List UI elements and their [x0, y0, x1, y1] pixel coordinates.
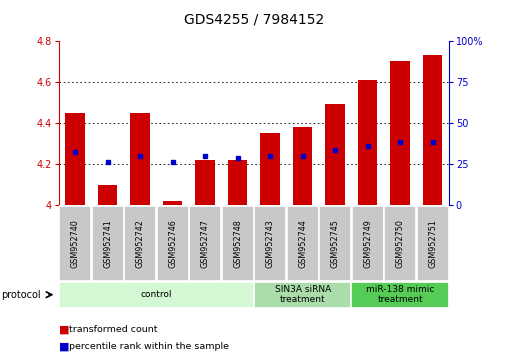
- Text: GSM952751: GSM952751: [428, 219, 437, 268]
- Bar: [358, 80, 378, 205]
- Bar: [293, 127, 312, 205]
- FancyBboxPatch shape: [287, 206, 319, 281]
- Bar: [163, 201, 183, 205]
- Text: percentile rank within the sample: percentile rank within the sample: [69, 342, 229, 352]
- Text: GSM952742: GSM952742: [136, 219, 145, 268]
- Bar: [325, 104, 345, 205]
- Text: GSM952749: GSM952749: [363, 219, 372, 268]
- FancyBboxPatch shape: [384, 206, 416, 281]
- Text: GSM952744: GSM952744: [298, 219, 307, 268]
- Bar: [195, 160, 215, 205]
- Text: GDS4255 / 7984152: GDS4255 / 7984152: [184, 12, 324, 27]
- Text: control: control: [141, 290, 172, 299]
- FancyBboxPatch shape: [59, 206, 91, 281]
- FancyBboxPatch shape: [59, 282, 254, 308]
- Text: transformed count: transformed count: [69, 325, 158, 334]
- Bar: [390, 61, 410, 205]
- FancyBboxPatch shape: [124, 206, 156, 281]
- Bar: [66, 113, 85, 205]
- Text: GSM952747: GSM952747: [201, 219, 210, 268]
- Text: GSM952743: GSM952743: [266, 219, 274, 268]
- Text: protocol: protocol: [1, 290, 41, 300]
- Text: ■: ■: [59, 324, 69, 334]
- Text: GSM952741: GSM952741: [103, 219, 112, 268]
- Bar: [228, 160, 247, 205]
- FancyBboxPatch shape: [351, 206, 384, 281]
- Text: miR-138 mimic
treatment: miR-138 mimic treatment: [366, 285, 435, 304]
- Text: SIN3A siRNA
treatment: SIN3A siRNA treatment: [274, 285, 331, 304]
- Text: GSM952740: GSM952740: [71, 219, 80, 268]
- Text: GSM952746: GSM952746: [168, 219, 177, 268]
- FancyBboxPatch shape: [417, 206, 449, 281]
- FancyBboxPatch shape: [189, 206, 221, 281]
- Bar: [423, 55, 442, 205]
- FancyBboxPatch shape: [319, 206, 351, 281]
- FancyBboxPatch shape: [351, 282, 449, 308]
- FancyBboxPatch shape: [222, 206, 254, 281]
- FancyBboxPatch shape: [156, 206, 189, 281]
- FancyBboxPatch shape: [254, 206, 286, 281]
- Bar: [261, 133, 280, 205]
- FancyBboxPatch shape: [92, 206, 124, 281]
- Text: GSM952750: GSM952750: [396, 219, 405, 268]
- Text: GSM952748: GSM952748: [233, 219, 242, 268]
- Bar: [98, 185, 117, 205]
- Text: GSM952745: GSM952745: [331, 219, 340, 268]
- FancyBboxPatch shape: [254, 282, 351, 308]
- Text: ■: ■: [59, 342, 69, 352]
- Bar: [130, 113, 150, 205]
